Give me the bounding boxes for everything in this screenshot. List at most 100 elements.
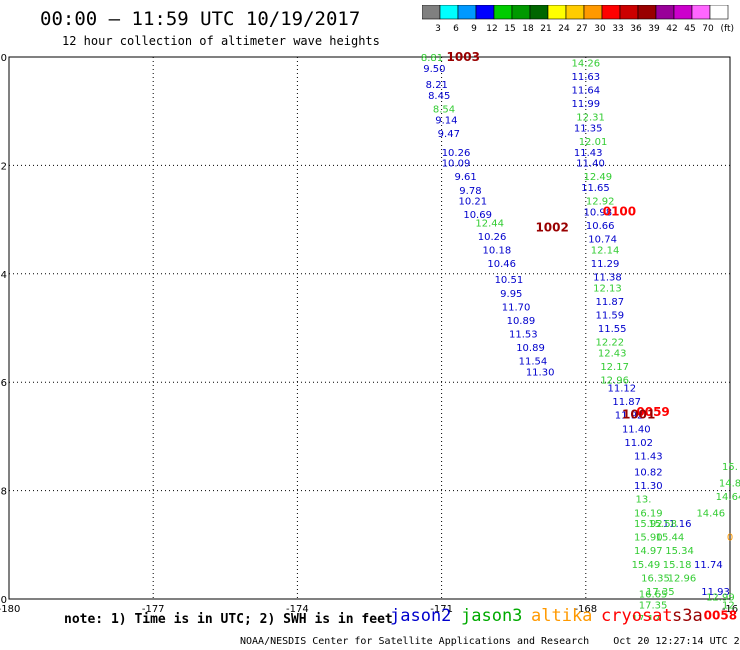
x-tick-label: -16	[722, 604, 738, 615]
jason2-data-label: 10.26	[442, 148, 471, 159]
legend-label: 15	[504, 24, 515, 34]
jason2-data-label: 8.21	[426, 80, 448, 91]
jason2-data-label: 8.45	[428, 91, 450, 102]
jason2-data-label: 10.82	[634, 468, 663, 479]
jason2-data-label: 11.40	[622, 424, 651, 435]
jason3-data-label: 15.18	[663, 560, 692, 571]
legend-label: 9	[471, 24, 477, 34]
jason3-data-label: 16.19	[634, 508, 663, 519]
jason2-data-label: 11.92	[615, 411, 644, 422]
jason2-data-label: 11.38	[593, 273, 622, 284]
jason3-data-label: 14.64	[716, 492, 740, 503]
legend-label: 42	[666, 24, 677, 34]
jason2-data-label: 9.78	[459, 186, 481, 197]
jason2-data-label: 11.53	[509, 329, 538, 340]
x-tick-label: -174	[286, 604, 309, 615]
legend-label: 36	[630, 24, 642, 34]
jason2-data-label: 11.65	[581, 183, 610, 194]
altika-data-label: 0	[727, 533, 733, 544]
jason2-data-label: 11.30	[634, 481, 663, 492]
jason2-data-label: 11.12	[608, 384, 637, 395]
legend-cryosat: cryosat	[601, 606, 673, 626]
legend-label: 33	[612, 24, 623, 34]
legend-label: 3	[435, 24, 441, 34]
x-tick-label: -177	[142, 604, 165, 615]
jason3-data-label: 12.01	[579, 137, 608, 148]
jason3-data-label: 14.97	[634, 546, 663, 557]
y-tick-label: -56	[0, 378, 7, 389]
jason2-data-label: 11.43	[634, 451, 663, 462]
jason3-data-label: 12.49	[583, 172, 612, 183]
jason2-data-label: 11.29	[591, 259, 620, 270]
jason3-data-label: 12.14	[591, 245, 620, 256]
y-tick-label: -58	[0, 487, 7, 498]
jason2-data-label: 9.95	[500, 289, 522, 300]
jason2-data-label: 11.55	[598, 324, 627, 335]
legend-jason2: jason2	[390, 606, 452, 626]
cryosat-data-label: 0058	[704, 608, 737, 620]
jason2-data-label: 11.35	[574, 123, 603, 134]
jason2-data-label: 10.21	[459, 197, 488, 208]
jason3-data-label: 15.49	[632, 560, 661, 571]
jason3-data-label: 12.44	[475, 218, 504, 229]
legend-label: 18	[522, 24, 534, 34]
jason3-data-label: 12.22	[596, 338, 625, 349]
jason3-data-label: 14.8	[719, 478, 740, 489]
jason3-data-label: 12.96	[668, 573, 697, 584]
jason3-data-label: 16.35	[641, 573, 670, 584]
jason2-data-label: 10.74	[588, 235, 617, 246]
jason2-data-label: 10.46	[487, 259, 516, 270]
jason2-data-label: 10.18	[483, 245, 512, 256]
jason2-data-label: 11.64	[571, 86, 600, 97]
jason2-data-label: 10.89	[507, 316, 536, 327]
legend-label: 24	[558, 24, 570, 34]
jason3-data-label: 15.58	[648, 519, 677, 530]
x-tick-label: -180	[0, 604, 20, 615]
jason3-data-label: 12.43	[598, 348, 627, 359]
jason2-data-label: 10.66	[586, 221, 615, 232]
plot-frame	[8, 56, 731, 600]
jason3-data-label: 15.44	[656, 533, 685, 544]
chart-subtitle: 12 hour collection of altimeter wave hei…	[62, 34, 380, 48]
legend-swatch	[709, 5, 729, 20]
cryosat-data-label: 0100	[603, 204, 636, 218]
jason2-data-label: 11.30	[526, 367, 555, 378]
s3a-data-label: 1001	[622, 408, 655, 422]
jason3-data-label: 17.35	[639, 600, 668, 611]
jason2-data-label: 10.26	[478, 232, 507, 243]
plot-area: -180 -177 -174 -171 -168 -16 -50 -52 -54 -56 -58 -6…	[0, 50, 740, 620]
legend-unit: (ft)	[720, 24, 734, 34]
legend-label: 70	[702, 24, 714, 34]
jason3-data-label: 17.35	[646, 587, 675, 598]
footer-credit: NOAA/NESDIS Center for Satellite Applica…	[240, 636, 740, 647]
jason2-data-label: 10.69	[463, 210, 492, 221]
jason2-data-label: 11.02	[624, 438, 653, 449]
x-tick-label: -171	[430, 604, 453, 615]
y-tick-label: -50	[0, 53, 7, 64]
jason2-data-label: 11.40	[576, 159, 605, 170]
s3a-data-label: 1002	[535, 221, 568, 235]
legend-label: 45	[684, 24, 695, 34]
jason2-data-label: 11.74	[694, 560, 723, 571]
footer-note: note: 1) Time is in UTC; 2) SWH is in fe…	[64, 612, 393, 627]
jason3-data-label: 12.99	[706, 592, 735, 603]
jason3-data-label: 15.92	[634, 519, 663, 530]
legend-label: 12	[486, 24, 497, 34]
jason2-data-label: 11.70	[502, 302, 531, 313]
jason2-data-label: 11.59	[596, 310, 625, 321]
jason3-data-label: 8.81	[421, 53, 443, 64]
legend-label: 21	[540, 24, 551, 34]
jason2-data-label: 10.89	[516, 343, 545, 354]
legend-s3a: s3a	[672, 606, 703, 626]
jason3-data-label: 17.12	[632, 614, 661, 620]
chart-title: 00:00 – 11:59 UTC 10/19/2017	[40, 8, 361, 30]
jason3-data-label: 13.	[636, 495, 652, 506]
jason2-data-label: 9.50	[423, 64, 445, 75]
jason2-data-label: 9.61	[455, 172, 477, 183]
legend-jason3: jason3	[461, 606, 523, 626]
y-tick-label: -60	[0, 595, 7, 606]
jason2-data-label: 10.09	[442, 159, 471, 170]
legend-label: 27	[576, 24, 587, 34]
y-tick-label: -54	[0, 270, 7, 281]
jason2-data-label: 11.54	[519, 357, 548, 368]
